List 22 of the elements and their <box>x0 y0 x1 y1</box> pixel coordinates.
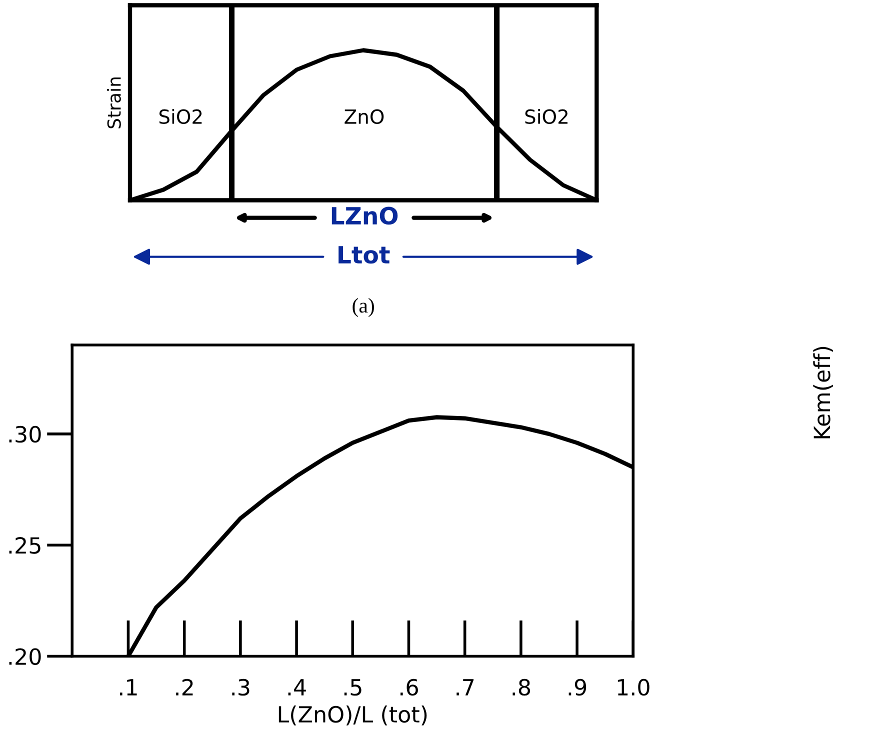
x-axis-title: L(ZnO)/L (tot) <box>278 706 427 726</box>
x-tick-label: .6 <box>400 678 418 696</box>
y-tick-label: .20 <box>9 648 41 666</box>
x-tick-label: .2 <box>176 678 193 696</box>
annotation: SiO2 <box>525 108 568 124</box>
y-axis-title: Strain <box>106 78 121 128</box>
x-tick-label: .3 <box>232 678 250 696</box>
x-tick-label: .4 <box>288 679 306 696</box>
y-tick-label: .25 <box>9 537 40 554</box>
text: LZnO <box>332 206 398 225</box>
annotation: ZnO <box>344 109 384 124</box>
annotation: SiO2 <box>159 108 202 124</box>
x-tick-label: .1 <box>120 679 137 696</box>
y-axis-title: Kem(eff) <box>813 346 833 438</box>
y-tick-label: .30 <box>9 426 41 443</box>
text: (a) <box>352 298 374 317</box>
x-tick-label: 1.0 <box>618 678 650 696</box>
x-tick-label: .7 <box>456 679 474 696</box>
x-tick-label: .8 <box>512 678 530 696</box>
x-tick-label: .9 <box>568 678 586 696</box>
x-tick-label: .5 <box>344 679 362 696</box>
text: Ltot <box>338 246 390 264</box>
